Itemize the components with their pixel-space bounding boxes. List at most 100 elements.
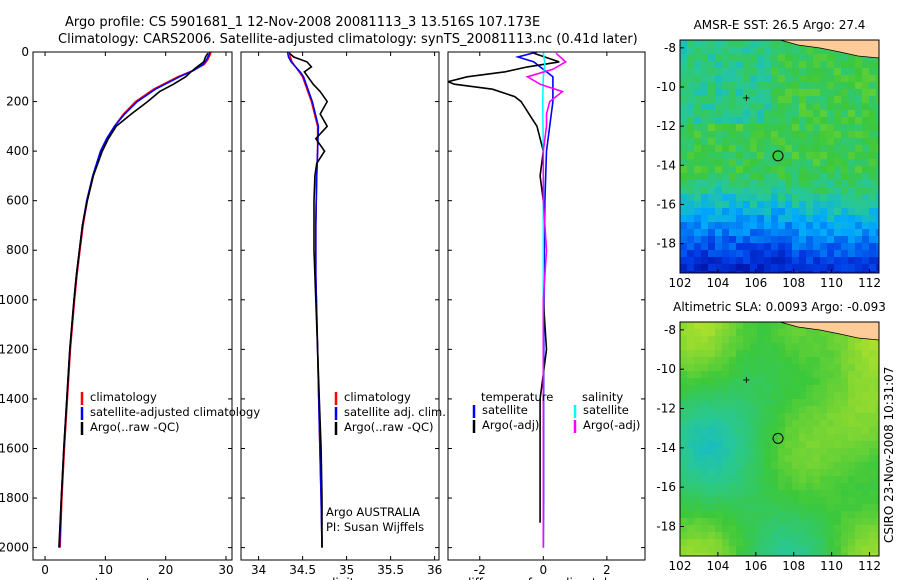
- map-cell: [750, 61, 758, 69]
- map-cell: [806, 152, 814, 160]
- map-cell: [757, 336, 765, 344]
- map-cell: [848, 413, 856, 421]
- map-cell: [778, 483, 786, 491]
- map-cell: [806, 138, 814, 146]
- map-cell: [771, 329, 779, 337]
- map-cell: [820, 462, 828, 470]
- map-cell: [869, 343, 877, 351]
- map-cell: [680, 434, 688, 442]
- map-cell: [722, 462, 730, 470]
- map-cell: [757, 406, 765, 414]
- map-cell: [715, 350, 723, 358]
- map-cell: [687, 532, 695, 540]
- map-cell: [876, 61, 879, 69]
- map-cell: [743, 399, 751, 407]
- map-cell: [715, 257, 723, 265]
- map-cell: [771, 455, 779, 463]
- map-cell: [708, 469, 716, 477]
- map-cell: [694, 322, 702, 330]
- map-cell: [687, 187, 695, 195]
- map-cell: [701, 47, 709, 55]
- map-cell: [869, 264, 877, 272]
- map-cell: [806, 350, 814, 358]
- map-cell: [806, 490, 814, 498]
- map-cell: [715, 96, 723, 104]
- map-cell: [722, 40, 730, 48]
- map-cell: [778, 229, 786, 237]
- map-cell: [715, 448, 723, 456]
- map-cell: [694, 229, 702, 237]
- y-tick-label: 1000: [0, 293, 29, 307]
- map-cell: [701, 399, 709, 407]
- map-cell: [848, 243, 856, 251]
- legend-label: satellite: [583, 403, 629, 417]
- map-cell: [834, 553, 842, 556]
- map-cell: [792, 483, 800, 491]
- map-cell: [736, 75, 744, 83]
- map-cell: [680, 75, 688, 83]
- map-cell: [729, 82, 737, 90]
- map-cell: [869, 413, 877, 421]
- map-cell: [813, 271, 821, 273]
- map-cell: [820, 406, 828, 414]
- map-cell: [834, 222, 842, 230]
- map-cell: [869, 441, 877, 449]
- map-cell: [778, 222, 786, 230]
- map-cell: [820, 103, 828, 111]
- map-cell: [694, 483, 702, 491]
- map-cell: [764, 222, 772, 230]
- map-cell: [743, 504, 751, 512]
- map-cell: [771, 322, 779, 330]
- map-cell: [764, 553, 772, 556]
- map-cell: [785, 68, 793, 76]
- map-cell: [799, 357, 807, 365]
- map-cell: [757, 250, 765, 258]
- map-cell: [708, 250, 716, 258]
- map-cell: [736, 343, 744, 351]
- map-cell: [855, 271, 863, 273]
- map-cell: [771, 89, 779, 97]
- map-cell: [785, 539, 793, 547]
- map-cell: [820, 54, 828, 62]
- map-cell: [771, 61, 779, 69]
- map-cell: [792, 434, 800, 442]
- map-cell: [757, 490, 765, 498]
- map-cell: [764, 385, 772, 393]
- map-cell: [771, 336, 779, 344]
- map-cell: [687, 103, 695, 111]
- map-cell: [743, 462, 751, 470]
- map-cell: [841, 455, 849, 463]
- map-cell: [764, 399, 772, 407]
- map-cell: [813, 546, 821, 554]
- map-cell: [743, 455, 751, 463]
- map-cell: [806, 75, 814, 83]
- map-cell: [841, 448, 849, 456]
- map-cell: [694, 47, 702, 55]
- map-cell: [771, 490, 779, 498]
- map-cell: [876, 194, 879, 202]
- map-cell: [806, 455, 814, 463]
- map-cell: [813, 145, 821, 153]
- map-cell: [827, 420, 835, 428]
- y-tick-label: -10: [656, 80, 676, 94]
- map-cell: [701, 518, 709, 526]
- map-cell: [813, 89, 821, 97]
- map-cell: [820, 518, 828, 526]
- map-cell: [848, 215, 856, 223]
- map-cell: [750, 208, 758, 216]
- map-cell: [694, 145, 702, 153]
- map-cell: [708, 343, 716, 351]
- map-cell: [750, 462, 758, 470]
- map-cell: [834, 208, 842, 216]
- map-cell: [694, 364, 702, 372]
- map-cell: [694, 399, 702, 407]
- map-cell: [834, 434, 842, 442]
- map-cell: [715, 54, 723, 62]
- map-cell: [848, 222, 856, 230]
- map-cell: [694, 518, 702, 526]
- map-cell: [855, 427, 863, 435]
- map-cell: [729, 392, 737, 400]
- map-cell: [799, 483, 807, 491]
- map-cell: [820, 194, 828, 202]
- map-cell: [799, 469, 807, 477]
